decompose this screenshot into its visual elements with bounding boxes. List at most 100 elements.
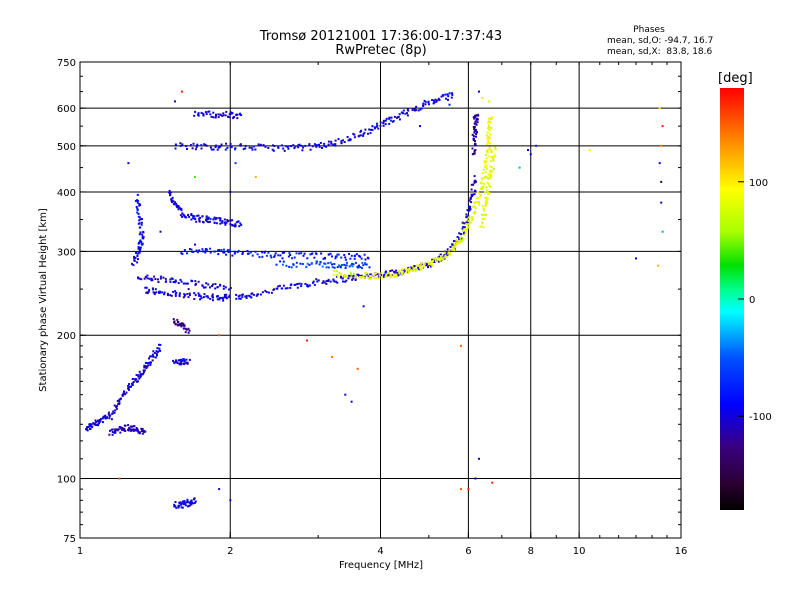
data-point	[463, 226, 466, 229]
data-point	[470, 201, 473, 204]
data-point	[458, 232, 461, 235]
data-point	[136, 255, 139, 257]
data-point	[123, 429, 125, 432]
data-point	[298, 143, 301, 146]
data-point	[181, 212, 184, 215]
data-point	[492, 168, 495, 171]
data-point	[494, 148, 497, 151]
data-point	[178, 363, 181, 366]
data-point	[360, 276, 363, 279]
data-point	[97, 424, 99, 427]
data-point	[219, 113, 222, 116]
data-point	[208, 110, 211, 113]
data-point	[212, 218, 215, 221]
data-point	[150, 277, 153, 280]
data-point	[175, 291, 178, 294]
data-point	[244, 144, 247, 147]
data-point	[422, 102, 425, 105]
data-point	[407, 271, 410, 274]
data-point	[190, 499, 193, 502]
data-point	[485, 201, 487, 203]
data-point	[293, 256, 296, 259]
data-point	[488, 100, 491, 103]
data-point	[336, 274, 339, 277]
data-point	[92, 422, 95, 424]
data-point	[340, 275, 342, 278]
data-point	[489, 118, 492, 121]
data-point	[396, 275, 399, 278]
data-point	[104, 417, 107, 420]
data-point	[373, 126, 376, 129]
data-point	[222, 287, 225, 290]
data-point	[470, 216, 473, 218]
data-point	[378, 272, 381, 275]
data-point	[226, 249, 229, 252]
data-point	[344, 267, 347, 269]
data-point	[192, 142, 195, 145]
data-point	[149, 355, 152, 358]
data-point	[195, 282, 197, 285]
data-point	[376, 122, 378, 125]
data-point	[486, 137, 489, 140]
data-point	[417, 266, 420, 269]
data-point	[178, 502, 181, 504]
data-point	[373, 273, 376, 275]
data-point	[262, 144, 265, 147]
data-point	[455, 241, 457, 244]
data-point	[360, 257, 363, 260]
data-point	[489, 142, 492, 145]
data-point	[379, 121, 382, 124]
data-point	[340, 256, 343, 259]
data-point	[267, 291, 270, 294]
data-point	[429, 265, 432, 268]
data-point	[193, 292, 196, 295]
y-tick-label: 100	[57, 475, 76, 486]
data-point	[473, 181, 476, 184]
data-point	[127, 424, 130, 427]
data-point	[136, 201, 139, 204]
data-point	[290, 283, 293, 286]
data-point	[419, 125, 421, 128]
data-point	[114, 428, 117, 431]
data-point	[193, 114, 196, 117]
data-point	[186, 505, 189, 508]
data-point	[340, 273, 343, 276]
data-point	[119, 426, 122, 429]
data-point	[373, 276, 376, 279]
data-point	[146, 274, 149, 277]
data-point	[144, 365, 147, 368]
data-point	[363, 276, 366, 279]
data-point	[131, 382, 134, 385]
data-point	[175, 360, 177, 362]
data-point	[287, 147, 290, 150]
data-point	[183, 249, 186, 251]
data-point	[483, 176, 486, 179]
data-point	[180, 358, 182, 361]
data-point	[88, 425, 91, 428]
data-point	[446, 255, 449, 258]
data-point	[168, 189, 171, 192]
data-point	[350, 264, 353, 267]
data-point	[235, 293, 238, 296]
data-point	[473, 117, 476, 120]
data-point	[254, 250, 257, 253]
data-point	[118, 400, 121, 403]
data-point	[452, 246, 455, 248]
data-point	[334, 257, 337, 260]
data-point	[177, 321, 180, 323]
data-point	[248, 294, 251, 297]
data-point	[128, 388, 130, 391]
data-point	[486, 201, 489, 204]
data-point	[138, 240, 141, 243]
data-point	[183, 500, 186, 503]
data-point	[197, 113, 199, 116]
data-point	[228, 248, 231, 251]
data-point	[127, 429, 130, 432]
data-point	[194, 500, 197, 503]
data-point	[485, 213, 487, 216]
data-point	[223, 251, 226, 254]
data-point	[193, 215, 196, 218]
data-point	[176, 362, 179, 364]
data-point	[203, 286, 205, 289]
data-point	[231, 223, 234, 226]
